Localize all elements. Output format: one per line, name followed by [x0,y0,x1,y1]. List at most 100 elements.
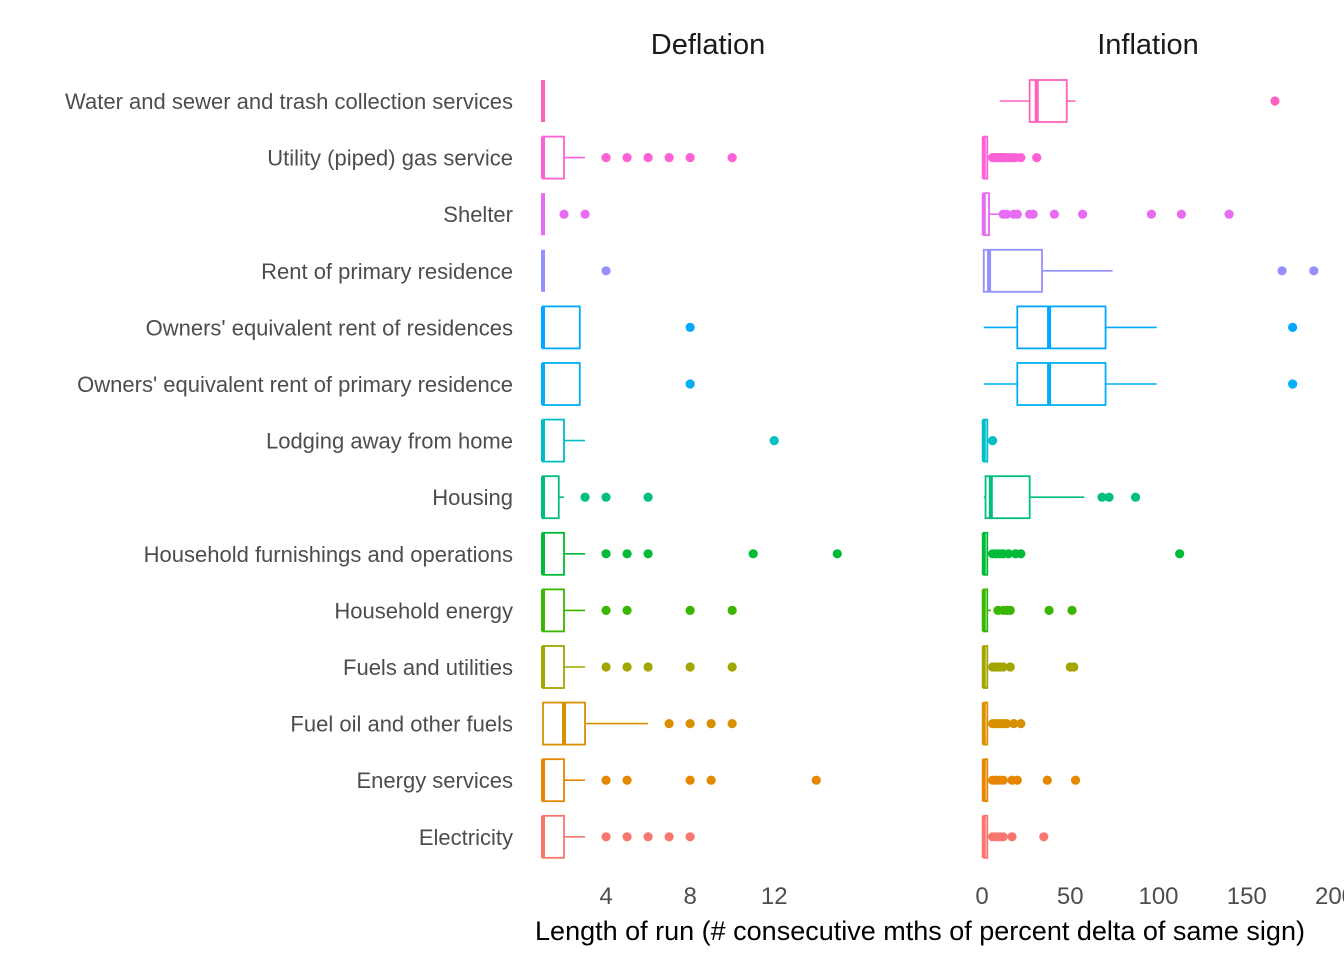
outlier-point [1277,266,1287,276]
x-axis-title: Length of run (# consecutive mths of per… [535,916,1305,946]
outlier-point [643,662,653,672]
outlier-point [1130,492,1141,502]
box-9 [541,588,737,633]
box-3 [541,249,611,292]
outlier-point [706,719,716,729]
panel-deflation: Deflation 4 8 12 [541,29,842,910]
outlier-point [1042,775,1052,785]
box-iqr [982,248,1043,293]
box-10 [541,645,737,689]
outlier-point [643,549,653,559]
outlier-point [1097,492,1107,502]
box-iqr [542,305,581,350]
outlier-point [601,605,611,616]
outlier-point [1224,209,1234,219]
box-2 [981,192,1234,237]
outlier-point [685,775,695,785]
outlier-point [559,209,569,219]
outlier-point [727,153,737,163]
category-label: Owners' equivalent rent of primary resid… [77,372,513,397]
outlier-point [622,832,632,842]
box-iqr [542,418,565,463]
outlier-point [622,549,632,559]
outlier-point [727,719,737,729]
box-iqr [542,814,565,859]
box-0 [999,79,1280,123]
box-4 [541,305,695,350]
outlier-point [998,775,1008,785]
panel-title-inflation: Inflation [1097,29,1199,61]
outlier-point [1078,209,1088,219]
box-6 [541,418,779,463]
category-label: Electricity [419,825,513,850]
box-iqr [542,135,565,180]
outlier-point [664,153,674,163]
x-tick-label: 8 [683,883,696,910]
outlier-point [998,832,1008,842]
outlier-point [1007,832,1017,842]
box-2 [541,193,590,236]
outlier-point [1005,605,1015,616]
category-label: Housing [432,485,513,510]
box-5 [541,362,695,406]
box-4 [983,305,1298,350]
outlier-point [1005,662,1015,672]
outlier-point [998,662,1008,672]
x-tick-label: 4 [599,883,612,910]
outlier-point [1039,832,1049,842]
category-label: Household furnishings and operations [144,542,513,567]
outlier-point [622,153,632,163]
box-11 [981,701,1026,746]
outlier-point [643,492,653,502]
outlier-point [643,153,653,163]
outlier-point [601,832,611,842]
box-12 [981,758,1081,803]
box-8 [981,531,1185,576]
outlier-point [832,549,842,559]
outlier-point [1016,719,1026,729]
outlier-point [1032,153,1042,163]
panel-inflation: Inflation 0 50 100 150 200 [975,29,1344,910]
outlier-point [1016,153,1026,163]
outlier-point [1146,209,1157,219]
category-label: Shelter [443,202,513,227]
panel-title-deflation: Deflation [651,29,765,61]
box-6 [981,418,998,463]
outlier-point [1288,322,1298,332]
outlier-point [580,209,590,219]
outlier-point [685,662,695,672]
box-13 [981,814,1049,859]
outlier-point [1067,605,1077,616]
outlier-point [601,549,611,559]
box-iqr [542,645,565,689]
x-tick-label: 100 [1138,883,1178,910]
outlier-point [727,605,737,616]
outlier-point [601,662,611,672]
x-tick-label: 12 [761,883,788,910]
box-iqr [542,362,581,406]
box-iqr [542,588,565,633]
box-1 [541,135,737,180]
box-5 [983,362,1298,406]
box-13 [541,814,695,859]
box-9 [981,588,1077,633]
outlier-point [1003,549,1014,559]
outlier-point [685,719,695,729]
box-iqr [542,531,565,576]
outlier-point [1012,209,1022,219]
outlier-point [1104,492,1114,502]
outlier-point [1016,549,1026,559]
box-iqr [542,758,565,803]
outlier-point [664,832,674,842]
x-tick-label: 50 [1057,883,1084,910]
outlier-point [1028,209,1038,219]
outlier-point [685,379,695,389]
outlier-point [748,549,758,559]
outlier-point [622,662,632,672]
outlier-point [1270,96,1280,106]
category-label: Water and sewer and trash collection ser… [65,89,513,114]
outlier-point [706,775,716,785]
category-labels: Water and sewer and trash collection ser… [65,89,513,850]
category-label: Household energy [334,598,513,623]
outlier-point [601,492,611,502]
